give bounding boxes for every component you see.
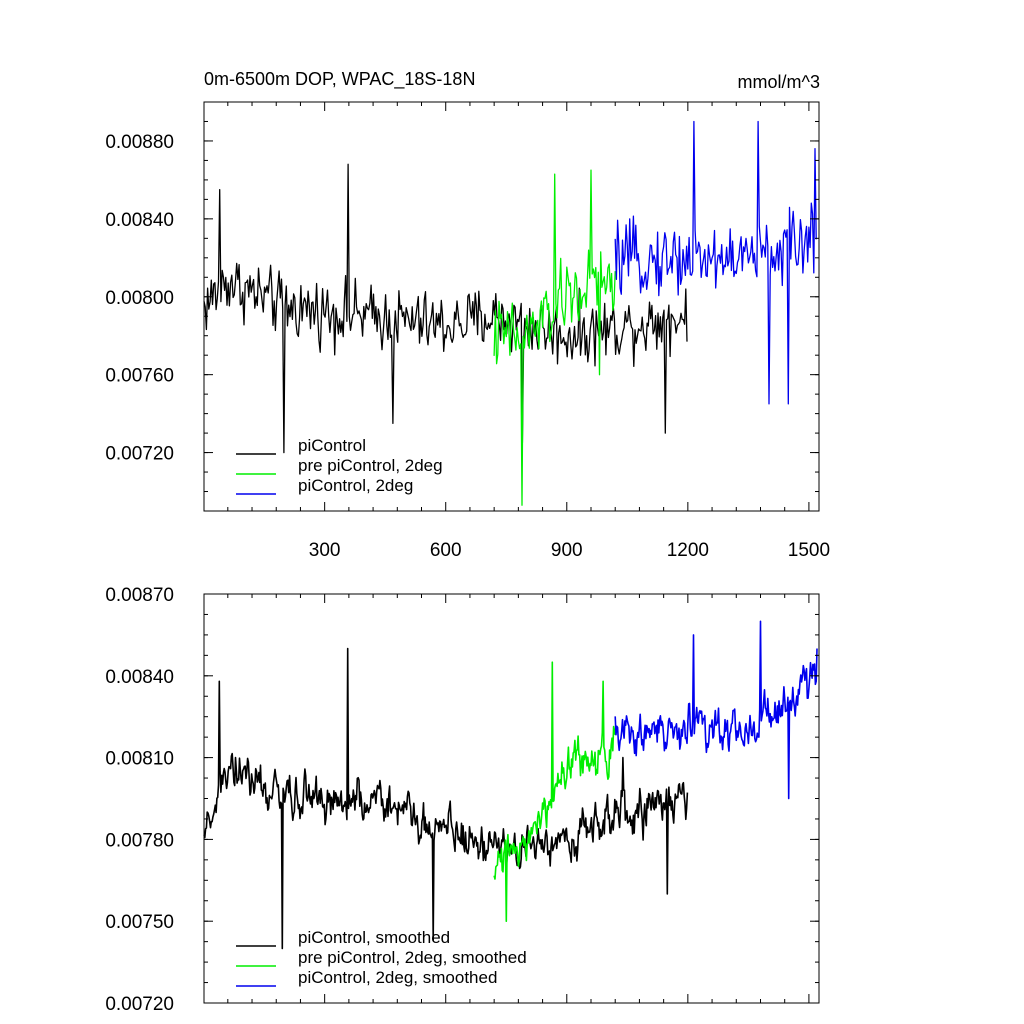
series-line-picontrol	[203, 163, 688, 454]
x-tick-label: 600	[430, 540, 462, 561]
y-tick-label: 0.00780	[105, 830, 174, 851]
top-series-lines	[203, 120, 817, 506]
bottom-series-lines	[203, 620, 818, 950]
legend-label: pre piControl, 2deg	[298, 456, 443, 475]
bottom-plot-frame	[203, 593, 820, 1004]
y-tick-label: 0.00720	[105, 444, 174, 465]
series-line-pre-picontrol-2deg-smoothed	[493, 661, 616, 922]
series-line-picontrol-2deg	[614, 120, 817, 405]
y-tick-label: 0.00720	[105, 994, 174, 1015]
bottom-ticks: 0.00720 0.00750 0.00780 0.00810 0.00840 0.008…	[105, 585, 819, 1015]
series-line-picontrol-smoothed	[203, 647, 689, 950]
top-panel: 0m-6500m DOP, WPAC_18S-18N mmol/m^3 300 6…	[105, 69, 830, 561]
y-tick-label: 0.00760	[105, 366, 174, 387]
x-tick-label: 1500	[788, 540, 830, 561]
x-tick-label: 1200	[667, 540, 709, 561]
legend-label: piControl	[298, 436, 366, 455]
y-tick-label: 0.00840	[105, 210, 174, 231]
y-tick-label: 0.00750	[105, 912, 174, 933]
bottom-panel: 0.00720 0.00750 0.00780 0.00810 0.00840 0.008…	[105, 585, 820, 1015]
y-tick-label: 0.00840	[105, 667, 174, 688]
top-ticks: 300 600 900 1200 1500 0.00720 0.00760 0.00800 0.…	[105, 101, 830, 561]
units-label: mmol/m^3	[738, 72, 820, 92]
legend-label: pre piControl, 2deg, smoothed	[298, 948, 527, 967]
x-tick-label: 900	[551, 540, 583, 561]
legend-label: piControl, 2deg	[298, 476, 413, 495]
y-tick-label: 0.00800	[105, 288, 174, 309]
top-plot-frame	[203, 101, 820, 512]
series-line-pre-picontrol-2deg	[493, 169, 616, 506]
y-tick-label: 0.00870	[105, 585, 174, 606]
y-tick-label: 0.00880	[105, 132, 174, 153]
y-tick-label: 0.00810	[105, 749, 174, 770]
series-line-picontrol-2deg-smoothed	[614, 620, 818, 800]
chart-title: 0m-6500m DOP, WPAC_18S-18N	[204, 69, 475, 90]
x-tick-label: 300	[309, 540, 341, 561]
legend-label: piControl, smoothed	[298, 928, 450, 947]
legend-label: piControl, 2deg, smoothed	[298, 968, 497, 987]
